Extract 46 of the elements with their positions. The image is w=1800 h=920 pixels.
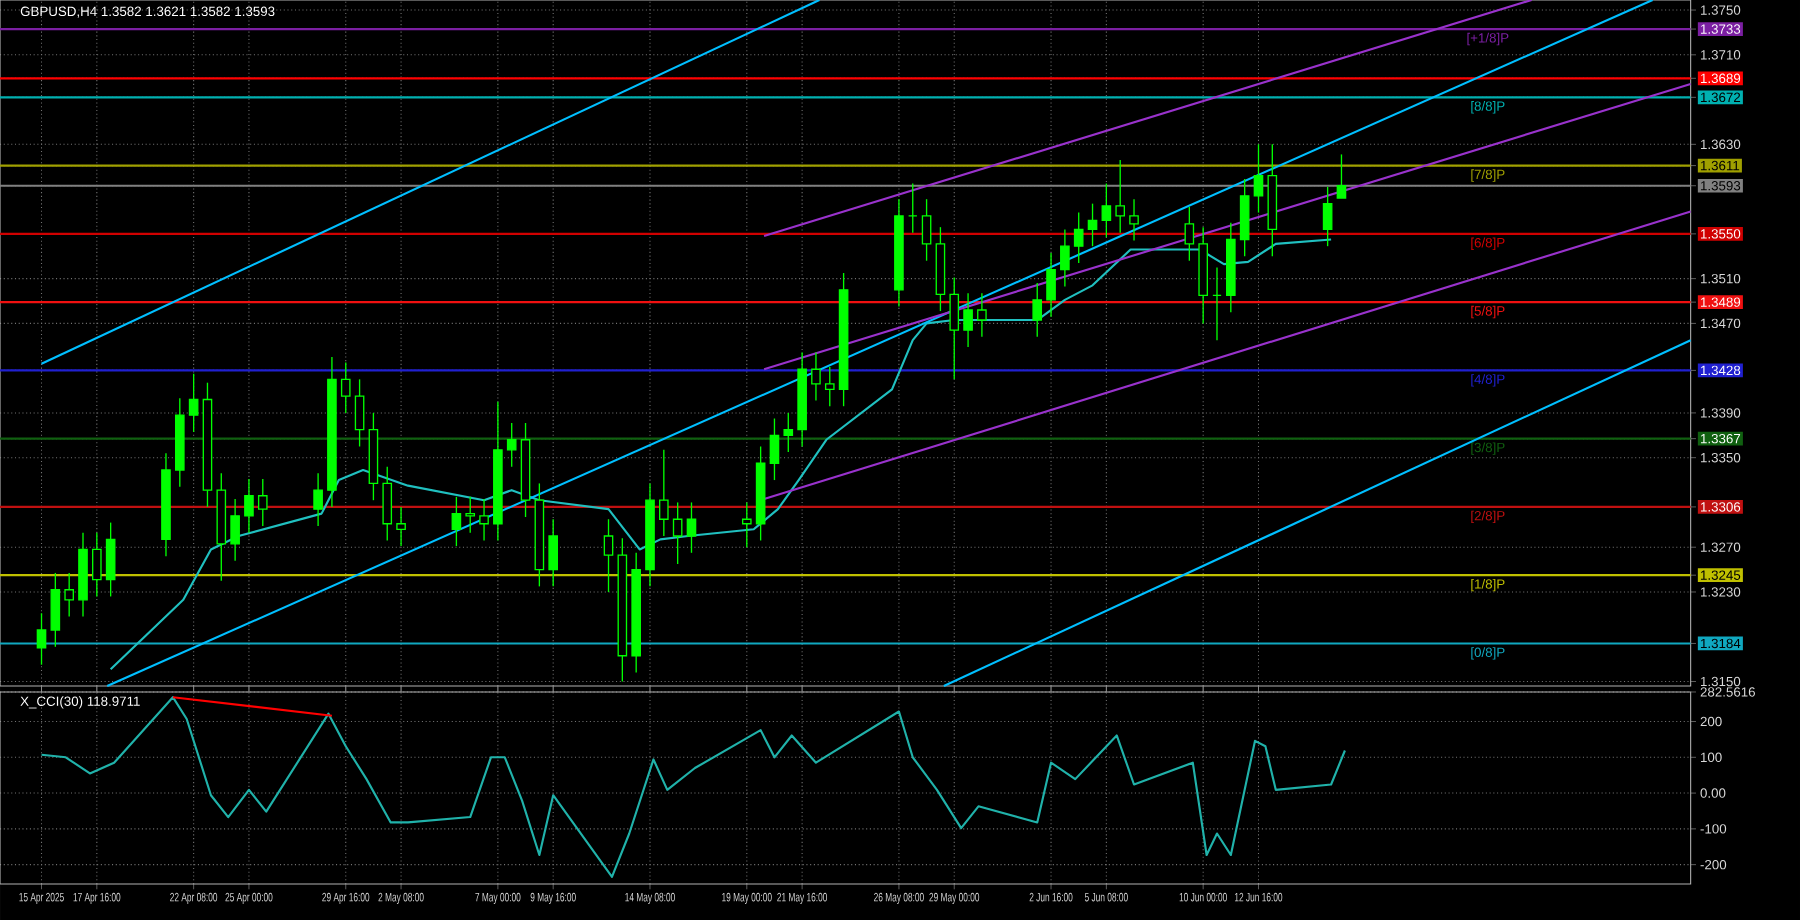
candlestick — [354, 378, 365, 448]
candlestick — [1336, 153, 1347, 199]
candlestick — [1073, 211, 1084, 264]
candlestick — [1115, 159, 1126, 234]
candlestick — [1322, 186, 1333, 247]
candlestick — [1253, 143, 1264, 214]
candlestick — [977, 292, 987, 338]
candlestick — [36, 612, 47, 666]
candlestick — [811, 351, 821, 402]
candlestick — [963, 292, 973, 348]
candlestick — [672, 501, 683, 565]
candlestick — [1239, 178, 1250, 257]
candlestick — [188, 373, 199, 433]
candlestick — [659, 449, 669, 537]
candlestick — [548, 518, 559, 588]
candlestick — [741, 501, 752, 548]
candlestick — [340, 361, 351, 414]
candlestick — [506, 422, 517, 468]
candlestick — [824, 366, 835, 407]
candlestick — [1032, 282, 1043, 338]
candlestick — [92, 531, 102, 598]
candlestick — [1101, 182, 1112, 238]
candlestick — [479, 498, 489, 542]
candlestick — [1060, 228, 1070, 288]
candlestick — [257, 478, 268, 527]
candlestick — [382, 465, 393, 542]
candlestick — [949, 276, 960, 381]
line-series — [109, 238, 1333, 671]
candlestick — [1184, 206, 1195, 262]
candlestick — [313, 472, 323, 527]
candlestick — [64, 572, 74, 618]
candlestick — [1046, 252, 1056, 318]
candlestick — [105, 521, 116, 598]
candlestick — [451, 496, 462, 547]
candlestick — [244, 478, 254, 534]
candlestick — [603, 518, 614, 593]
candlestick — [686, 501, 697, 554]
candlestick — [50, 572, 61, 648]
candlestick — [1129, 198, 1139, 242]
candlestick — [921, 198, 932, 262]
candlestick — [396, 506, 406, 547]
candlestick — [1087, 202, 1098, 247]
candlestick — [465, 496, 476, 534]
candlestick — [783, 412, 794, 453]
candlestick — [769, 417, 780, 481]
candlestick — [230, 498, 240, 562]
